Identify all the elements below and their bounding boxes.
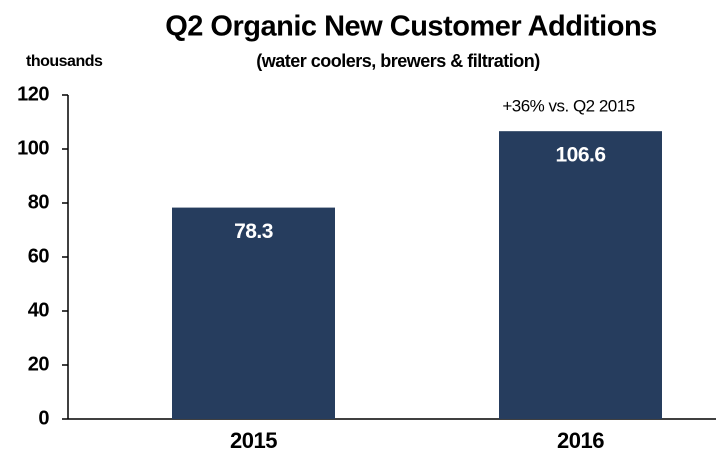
chart-title: Q2 Organic New Customer Additions: [165, 11, 657, 43]
bar: [172, 207, 335, 419]
y-tick-label: 20: [28, 353, 50, 375]
y-tick-label: 40: [28, 299, 50, 321]
value-label: 78.3: [234, 220, 273, 243]
bar: [499, 131, 662, 419]
value-label: 106.6: [555, 144, 605, 167]
y-axis-label: thousands: [26, 53, 103, 70]
y-tick-label: 60: [28, 245, 50, 267]
x-tick-label: 2016: [557, 428, 604, 453]
y-tick-label: 100: [17, 137, 49, 159]
y-tick-label: 0: [38, 407, 49, 429]
annotation: +36% vs. Q2 2015: [502, 97, 634, 116]
y-tick-label: 120: [17, 83, 49, 105]
y-tick-label: 80: [28, 191, 50, 213]
x-tick-label: 2015: [230, 428, 277, 453]
chart-subtitle: (water coolers, brewers & filtration): [256, 51, 540, 71]
